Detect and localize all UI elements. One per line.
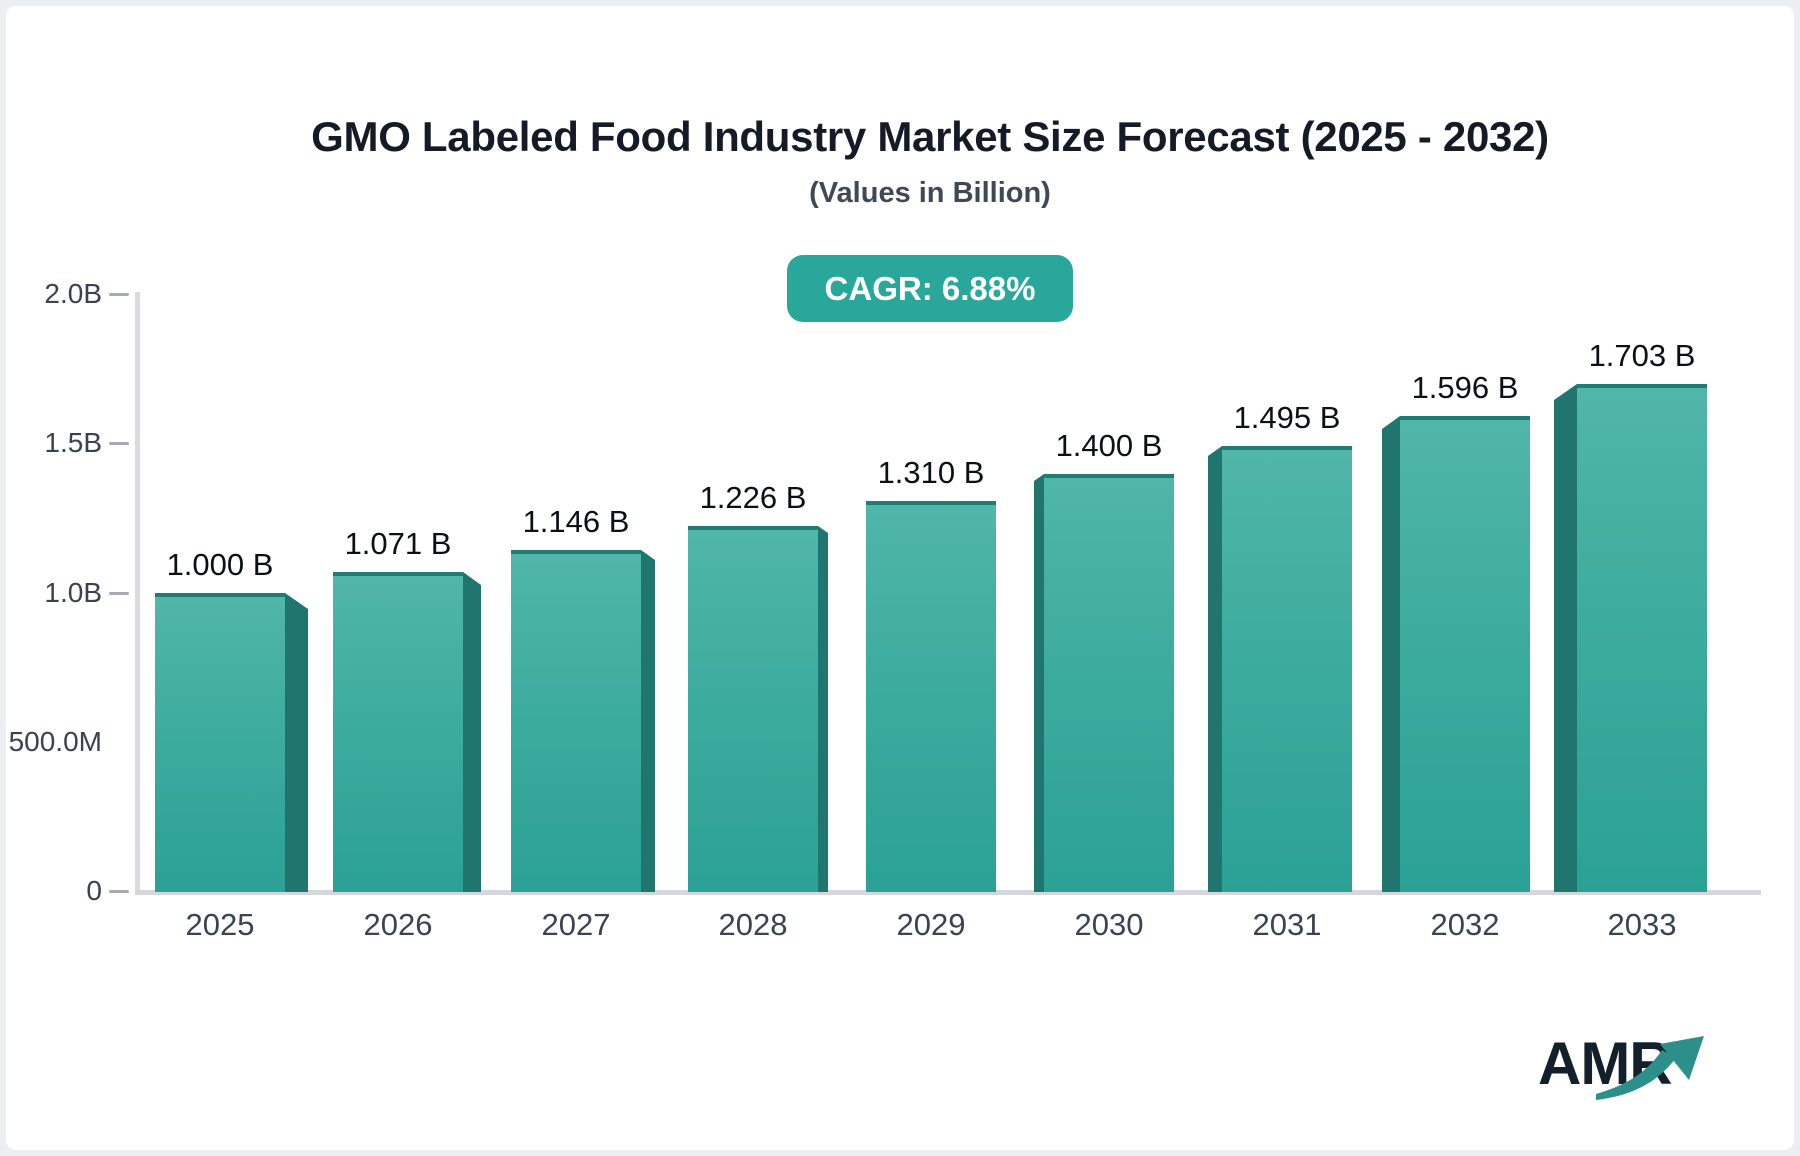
bar-value-label: 1.000 B (166, 547, 274, 582)
amr-logo: AMR (1538, 1034, 1728, 1134)
logo-text: AMR (1538, 1030, 1673, 1097)
y-tick-dash (109, 442, 129, 446)
bar-value-label: 1.071 B (344, 526, 452, 561)
y-tick-label: 2.0B (44, 278, 102, 309)
chart-area: 2.0B 1.5B 1.0B 500.0M 0 1.000 B 1.071 B 1.146 … (6, 6, 1794, 1150)
bar-side-face (1034, 474, 1044, 892)
x-axis-line (135, 890, 1761, 895)
bar-side-face (818, 526, 828, 892)
bar-value-label: 1.226 B (699, 480, 807, 515)
bar-2033 (1577, 384, 1707, 892)
bar-2025 (155, 593, 285, 892)
x-tick-label-2030: 2030 (1074, 907, 1144, 942)
x-tick-label-2031: 2031 (1252, 907, 1322, 942)
bar-value-label: 1.146 B (522, 504, 630, 539)
chart-card: GMO Labeled Food Industry Market Size Fo… (6, 6, 1794, 1150)
growth-arrow-icon (1596, 1036, 1704, 1100)
x-tick-label-2029: 2029 (896, 907, 966, 942)
bar-value-label: 1.596 B (1411, 370, 1519, 405)
y-tick-dash (109, 890, 129, 893)
y-tick-label: 500.0M (8, 725, 102, 757)
x-tick-label-2032: 2032 (1430, 907, 1500, 942)
bar-2026 (333, 572, 463, 892)
bar-value-label: 1.703 B (1588, 338, 1696, 373)
bar-side-face (1382, 416, 1400, 892)
y-tick-dash (109, 591, 129, 595)
bar-2029 (866, 501, 996, 892)
y-tick-dash (109, 293, 129, 296)
bar-2030 (1044, 474, 1174, 892)
bar-side-face (1554, 384, 1577, 892)
x-tick-label-2026: 2026 (363, 907, 433, 942)
bar-side-face (285, 593, 308, 892)
bar-side-face (1208, 446, 1222, 892)
x-tick-label-2025: 2025 (185, 907, 255, 942)
y-axis-line (135, 292, 140, 893)
y-tick-label: 0 (86, 875, 102, 906)
x-tick-label-2027: 2027 (541, 907, 611, 942)
x-tick-label-2028: 2028 (718, 907, 788, 942)
bar-value-label: 1.310 B (877, 455, 985, 490)
bar-2031 (1222, 446, 1352, 892)
bar-side-face (463, 572, 481, 892)
y-tick-label: 1.0B (44, 576, 102, 608)
bar-2032 (1400, 416, 1530, 892)
chart-header: GMO Labeled Food Industry Market Size Fo… (76, 112, 1784, 210)
x-tick-label-2033: 2033 (1607, 907, 1677, 942)
y-tick-label: 1.5B (44, 427, 102, 459)
bar-2027 (511, 550, 641, 892)
cagr-badge: CAGR: 6.88% (786, 255, 1074, 322)
chart-title: GMO Labeled Food Industry Market Size Fo… (311, 113, 1549, 160)
bar-value-label: 1.495 B (1233, 400, 1341, 435)
bar-value-label: 1.400 B (1055, 428, 1163, 463)
cagr-badge-row: CAGR: 6.88% (76, 255, 1784, 322)
bar-2028 (688, 526, 818, 892)
bar-side-face (641, 550, 655, 892)
chart-subtitle: (Values in Billion) (809, 177, 1051, 209)
